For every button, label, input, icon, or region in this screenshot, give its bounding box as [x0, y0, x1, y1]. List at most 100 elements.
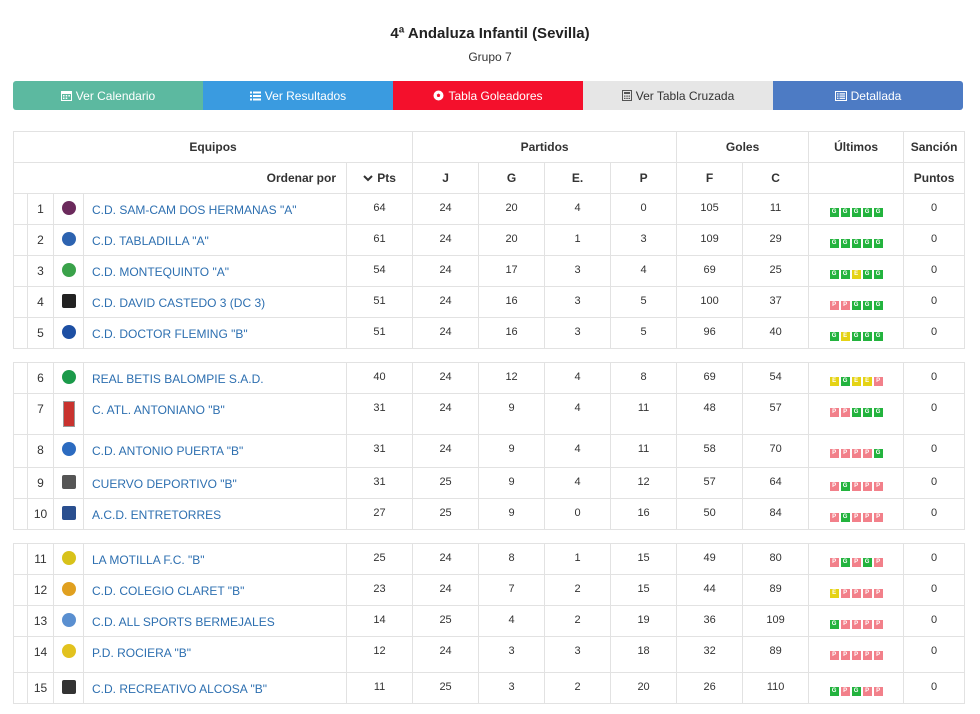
- won-cell: 8: [478, 543, 546, 575]
- result-chip: E: [829, 589, 839, 598]
- result-chip: G: [851, 408, 861, 417]
- result-chip: G: [829, 239, 839, 248]
- team-name-link[interactable]: C.D. ALL SPORTS BERMEJALES: [83, 605, 347, 637]
- result-chip: G: [873, 301, 883, 310]
- team-crest: [53, 286, 84, 318]
- result-chip: P: [862, 482, 872, 491]
- team-name-link[interactable]: C.D. MONTEQUINTO "A": [83, 255, 347, 287]
- result-chip: P: [829, 408, 839, 417]
- result-chip: G: [840, 558, 850, 567]
- team-name-link[interactable]: CUERVO DEPORTIVO "B": [83, 467, 347, 499]
- result-chip: P: [829, 482, 839, 491]
- result-chip: P: [840, 301, 850, 310]
- result-chip: P: [829, 301, 839, 310]
- team-name-link[interactable]: C.D. DAVID CASTEDO 3 (DC 3): [83, 286, 347, 318]
- sancion-points-cell: 0: [903, 193, 966, 225]
- played-cell: 25: [412, 498, 480, 530]
- team-name-link[interactable]: C. ATL. ANTONIANO "B": [83, 393, 347, 435]
- points-cell: 61: [345, 224, 414, 256]
- goals-for-cell: 69: [676, 362, 744, 394]
- row-margin-cell: [13, 467, 28, 499]
- action-button-bar: Ver Calendario Ver Resultados Tabla Gole…: [13, 81, 963, 110]
- ver-resultados-label: Ver Resultados: [264, 88, 347, 103]
- result-chip: P: [829, 558, 839, 567]
- team-crest: [53, 574, 84, 606]
- lost-cell: 11: [610, 393, 678, 435]
- position-cell: 12: [27, 574, 54, 606]
- goals-for-cell: 105: [676, 193, 744, 225]
- lost-cell: 19: [610, 605, 678, 637]
- tabla-goleadores-button[interactable]: Tabla Goleadores: [393, 81, 583, 110]
- list-alt-icon: [834, 90, 847, 101]
- team-crest: [53, 498, 84, 530]
- team-name-link[interactable]: C.D. SAM-CAM DOS HERMANAS "A": [83, 193, 347, 225]
- result-chip: P: [851, 651, 861, 660]
- goals-for-cell: 44: [676, 574, 744, 606]
- lost-cell: 15: [610, 543, 678, 575]
- drawn-cell: 2: [544, 672, 612, 704]
- detallada-button[interactable]: Detallada: [773, 81, 963, 110]
- result-chip: P: [873, 558, 883, 567]
- result-chip: P: [873, 620, 883, 629]
- ver-calendario-button[interactable]: Ver Calendario: [13, 81, 203, 110]
- table-row: 13 C.D. ALL SPORTS BERMEJALES 14 25 4 2 19 36 10…: [13, 605, 966, 637]
- drawn-cell: 0: [544, 498, 612, 530]
- result-chip: G: [851, 687, 861, 696]
- position-cell: 8: [27, 434, 54, 468]
- ver-resultados-button[interactable]: Ver Resultados: [203, 81, 393, 110]
- team-name-link[interactable]: P.D. ROCIERA "B": [83, 636, 347, 673]
- drawn-cell: 4: [544, 434, 612, 468]
- row-margin-cell: [13, 193, 28, 225]
- played-cell: 25: [412, 672, 480, 704]
- played-cell: 24: [412, 255, 480, 287]
- sancion-points-cell: 0: [903, 467, 966, 499]
- team-name-link[interactable]: C.D. ANTONIO PUERTA "B": [83, 434, 347, 468]
- team-crest-icon: [61, 680, 76, 694]
- sancion-points-cell: 0: [903, 393, 966, 435]
- lost-cell: 4: [610, 255, 678, 287]
- team-name-link[interactable]: C.D. RECREATIVO ALCOSA "B": [83, 672, 347, 704]
- played-cell: 24: [412, 543, 480, 575]
- result-chip: P: [851, 513, 861, 522]
- team-name-link[interactable]: C.D. DOCTOR FLEMING "B": [83, 317, 347, 349]
- team-name-link[interactable]: LA MOTILLA F.C. "B": [83, 543, 347, 575]
- goals-for-cell: 26: [676, 672, 744, 704]
- equipos-header: Equipos: [12, 131, 414, 163]
- team-name-link[interactable]: C.D. TABLADILLA "A": [83, 224, 347, 256]
- points-cell: 40: [345, 362, 414, 394]
- result-chip: P: [840, 408, 850, 417]
- team-name-link[interactable]: C.D. COLEGIO CLARET "B": [83, 574, 347, 606]
- sort-pts-header[interactable]: Pts: [345, 162, 414, 194]
- sancion-points-cell: 0: [903, 636, 966, 673]
- result-chip: G: [873, 208, 883, 217]
- ver-tabla-cruzada-button[interactable]: Ver Tabla Cruzada: [583, 81, 773, 110]
- lost-cell: 20: [610, 672, 678, 704]
- pts-label: Pts: [377, 171, 396, 185]
- result-chip: P: [851, 482, 861, 491]
- sancion-points-cell: 0: [903, 574, 966, 606]
- lost-cell: 5: [610, 317, 678, 349]
- lost-cell: 5: [610, 286, 678, 318]
- sancion-points-cell: 0: [903, 543, 966, 575]
- result-chip: G: [840, 270, 850, 279]
- goals-against-cell: 40: [742, 317, 810, 349]
- team-crest: [53, 672, 84, 704]
- ordenar-por-label: Ordenar por: [13, 162, 347, 194]
- team-crest-icon: [62, 401, 75, 427]
- team-name-link[interactable]: REAL BETIS BALOMPIE S.A.D.: [83, 362, 347, 394]
- result-chip: G: [873, 270, 883, 279]
- position-cell: 2: [27, 224, 54, 256]
- table-row: 3 C.D. MONTEQUINTO "A" 54 24 17 3 4 69 25 G G E G G 0: [13, 255, 966, 287]
- result-chip: G: [862, 332, 872, 341]
- team-name-link[interactable]: A.C.D. ENTRETORRES: [83, 498, 347, 530]
- soccer-ball-icon: [433, 90, 444, 101]
- result-chip: G: [840, 513, 850, 522]
